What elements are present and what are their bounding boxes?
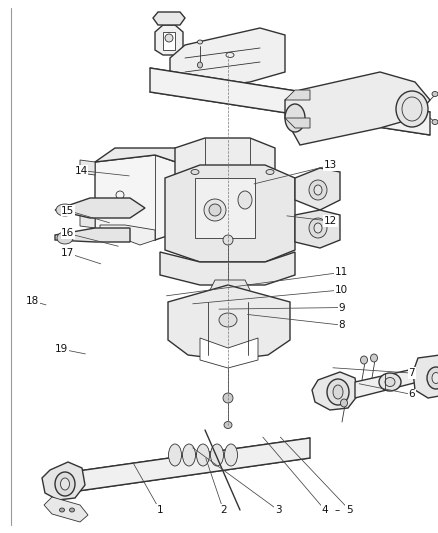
Ellipse shape [70,508,74,512]
Polygon shape [44,497,88,522]
Text: 4: 4 [321,505,328,515]
Polygon shape [285,118,310,128]
Ellipse shape [60,508,64,512]
Ellipse shape [285,104,305,132]
Ellipse shape [223,235,233,245]
Polygon shape [155,25,183,55]
Polygon shape [55,198,145,218]
Ellipse shape [191,169,199,174]
Ellipse shape [340,399,347,407]
Polygon shape [175,138,275,185]
Polygon shape [80,210,95,228]
Text: 12: 12 [324,216,337,226]
Polygon shape [170,28,285,90]
Ellipse shape [327,379,349,405]
Ellipse shape [209,204,221,216]
Ellipse shape [198,62,202,68]
Ellipse shape [197,444,209,466]
Text: –: – [335,505,340,515]
Polygon shape [168,285,290,360]
Ellipse shape [204,199,226,221]
Polygon shape [50,438,310,495]
Text: 7: 7 [408,368,415,378]
Text: 13: 13 [324,160,337,170]
Ellipse shape [427,367,438,389]
Polygon shape [285,72,430,145]
Text: 10: 10 [335,285,348,295]
Ellipse shape [223,393,233,403]
Text: 18: 18 [26,296,39,306]
Text: 8: 8 [338,320,345,330]
Text: 9: 9 [338,303,345,312]
Ellipse shape [56,204,74,216]
Ellipse shape [183,444,195,466]
Ellipse shape [219,313,237,327]
Text: 1: 1 [156,505,163,515]
Ellipse shape [57,232,73,244]
Ellipse shape [223,290,233,300]
Text: 15: 15 [61,206,74,215]
Text: 2: 2 [220,505,227,515]
Ellipse shape [396,91,428,127]
Polygon shape [295,168,340,210]
Ellipse shape [379,373,401,391]
Text: 11: 11 [335,268,348,277]
Polygon shape [312,372,358,410]
Ellipse shape [225,444,237,466]
Polygon shape [285,90,310,100]
Ellipse shape [55,472,75,496]
Polygon shape [163,32,175,50]
Text: 17: 17 [61,248,74,258]
Ellipse shape [432,92,438,96]
Text: 19: 19 [55,344,68,354]
Ellipse shape [333,385,343,399]
Polygon shape [355,368,418,398]
Ellipse shape [165,34,173,42]
Ellipse shape [198,40,202,44]
Polygon shape [95,148,185,165]
Ellipse shape [314,223,322,233]
Ellipse shape [360,356,367,364]
Ellipse shape [309,180,327,200]
Text: 5: 5 [346,505,353,515]
Polygon shape [95,155,185,240]
Polygon shape [153,12,185,25]
Ellipse shape [266,169,274,174]
Ellipse shape [60,478,70,490]
Polygon shape [100,225,155,245]
Polygon shape [80,160,95,175]
Ellipse shape [432,119,438,125]
Text: 3: 3 [275,505,282,515]
Polygon shape [295,210,340,248]
Ellipse shape [314,185,322,195]
Ellipse shape [385,377,395,386]
Ellipse shape [309,218,327,238]
Ellipse shape [169,444,181,466]
Bar [195,178,255,238]
Ellipse shape [211,444,223,466]
Ellipse shape [371,354,378,362]
Ellipse shape [432,373,438,384]
Ellipse shape [238,191,252,209]
Text: 6: 6 [408,390,415,399]
Polygon shape [200,338,258,368]
Polygon shape [42,462,85,500]
Ellipse shape [224,422,232,429]
Polygon shape [160,252,295,285]
Text: 14: 14 [74,166,88,175]
Ellipse shape [224,268,232,276]
Polygon shape [413,355,438,398]
Polygon shape [210,280,250,302]
Polygon shape [165,165,295,262]
Text: 16: 16 [61,229,74,238]
Polygon shape [150,68,430,135]
Polygon shape [55,228,130,242]
